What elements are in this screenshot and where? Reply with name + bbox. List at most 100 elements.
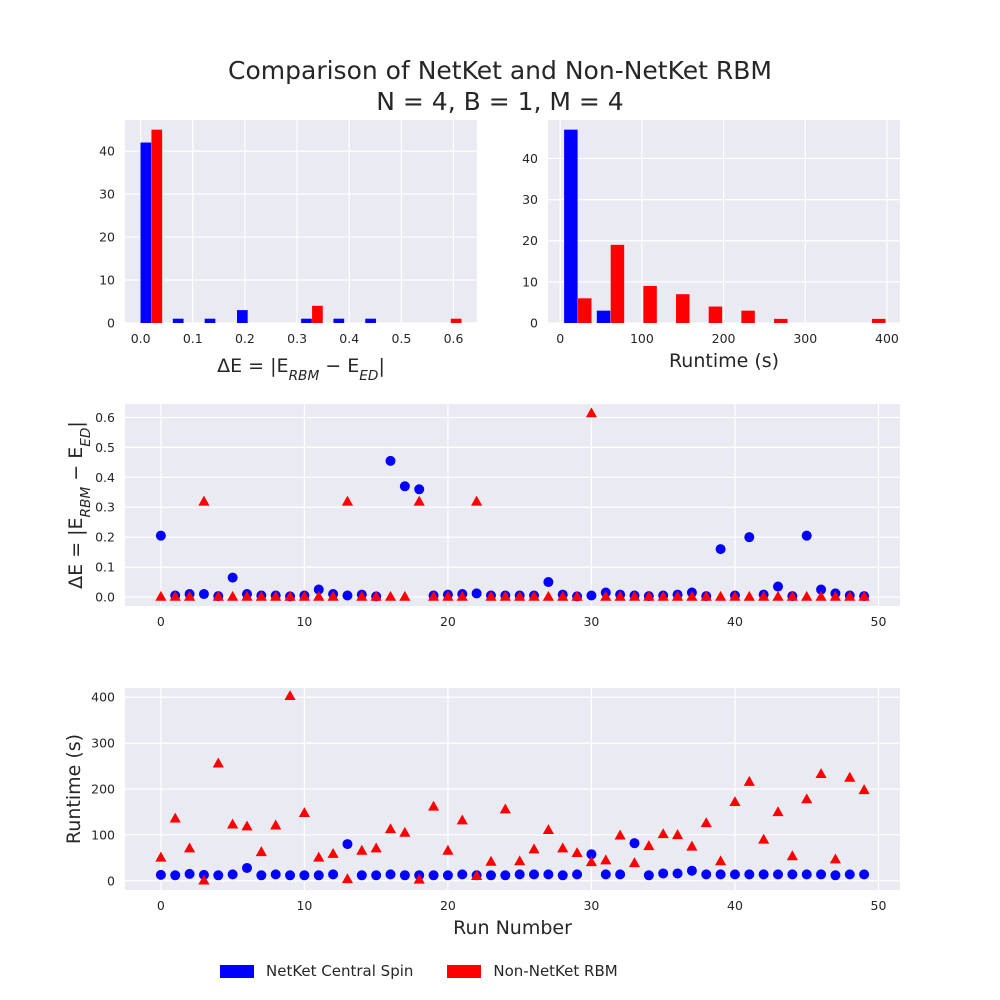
series-netket <box>140 142 376 323</box>
point-circle <box>629 838 640 849</box>
point-triangle <box>212 757 224 768</box>
point-circle <box>414 484 425 495</box>
point-circle <box>557 870 568 881</box>
point-triangle <box>829 590 841 601</box>
point-triangle <box>327 590 339 601</box>
point-triangle <box>858 784 870 795</box>
point-triangle <box>471 870 483 880</box>
point-circle <box>313 870 324 881</box>
y-tick-label: 20 <box>522 233 538 248</box>
bar <box>564 129 578 323</box>
point-circle <box>198 589 209 600</box>
point-triangle <box>801 793 813 804</box>
x-tick-label: 100 <box>630 331 654 346</box>
legend-item-nonnetket: Non-NetKet RBM <box>447 962 618 980</box>
point-triangle <box>169 812 181 823</box>
y-tick-label: 0.6 <box>95 410 115 425</box>
point-triangle <box>514 590 526 601</box>
bar <box>172 318 184 323</box>
point-circle <box>170 870 181 881</box>
point-triangle <box>671 829 684 840</box>
point-triangle <box>743 590 755 601</box>
point-triangle <box>284 590 296 601</box>
point-triangle <box>298 590 310 601</box>
point-triangle <box>571 847 583 857</box>
point-triangle <box>729 590 741 601</box>
series-nonnetket <box>155 407 870 601</box>
x-tick-label: 30 <box>583 614 599 629</box>
point-circle <box>816 584 827 595</box>
point-triangle <box>471 495 483 506</box>
point-triangle <box>628 857 641 868</box>
point-circle <box>500 870 511 881</box>
x-tick-label: 0 <box>556 331 564 346</box>
point-circle <box>586 590 597 601</box>
bar <box>596 310 611 323</box>
point-triangle <box>815 768 827 779</box>
point-triangle <box>829 853 841 864</box>
point-triangle <box>643 840 655 851</box>
x-tick-label: 300 <box>793 331 817 346</box>
point-triangle <box>542 824 554 835</box>
point-triangle <box>384 590 397 601</box>
y-tick-label: 300 <box>91 736 115 751</box>
point-triangle <box>399 590 411 601</box>
x-tick-label: 50 <box>871 898 887 913</box>
y-tick-label: 0 <box>107 873 115 888</box>
point-triangle <box>844 590 856 601</box>
point-triangle <box>585 856 598 867</box>
series-netket <box>564 129 611 323</box>
point-triangle <box>399 826 411 837</box>
point-circle <box>801 869 812 880</box>
point-circle <box>184 868 195 879</box>
point-circle <box>672 868 683 879</box>
point-triangle <box>427 590 440 601</box>
point-circle <box>270 869 281 880</box>
bar <box>610 244 625 323</box>
x-tick-label: 400 <box>875 331 899 346</box>
y-tick-label: 0.1 <box>95 560 115 575</box>
bar <box>312 305 323 323</box>
x-tick-label: 0.2 <box>235 331 255 346</box>
point-triangle <box>270 590 282 601</box>
point-circle <box>399 870 410 881</box>
point-circle <box>385 869 396 880</box>
y-tick-label: 20 <box>99 230 115 245</box>
plot-area <box>125 120 477 323</box>
point-circle <box>758 869 769 880</box>
point-triangle <box>241 820 253 831</box>
point-circle <box>155 530 166 541</box>
point-triangle <box>657 828 669 839</box>
point-triangle <box>815 590 827 601</box>
point-circle <box>213 870 224 881</box>
x-tick-label: 0.5 <box>391 331 411 346</box>
x-tick-label: 40 <box>727 614 743 629</box>
point-triangle <box>758 590 770 601</box>
point-circle <box>256 870 267 881</box>
y-tick-label: 200 <box>91 782 115 797</box>
point-triangle <box>198 495 210 506</box>
point-triangle <box>198 874 210 885</box>
point-triangle <box>384 823 397 834</box>
point-circle <box>543 869 554 880</box>
point-triangle <box>786 850 798 861</box>
point-circle <box>227 572 238 583</box>
y-axis-label: Runtime (s) <box>63 734 85 844</box>
point-circle <box>241 862 252 873</box>
y-tick-label: 0 <box>107 316 115 331</box>
bar <box>333 318 345 323</box>
point-circle <box>514 869 525 880</box>
point-triangle <box>298 807 310 818</box>
point-triangle <box>528 843 540 854</box>
bar <box>643 285 657 323</box>
point-circle <box>801 530 812 541</box>
point-triangle <box>700 590 712 601</box>
legend-swatch-nonnetket <box>447 964 482 978</box>
point-circle <box>773 581 784 592</box>
point-triangle <box>341 495 354 506</box>
point-circle <box>342 590 353 601</box>
point-circle <box>529 869 540 880</box>
point-triangle <box>499 803 511 814</box>
panel-hist-delta-e: 0.0 0.1 0.2 0.3 0.4 0.5 0.6 0 10 20 30 40 ΔE = |ERBM… <box>99 120 477 384</box>
point-triangle <box>241 590 253 601</box>
